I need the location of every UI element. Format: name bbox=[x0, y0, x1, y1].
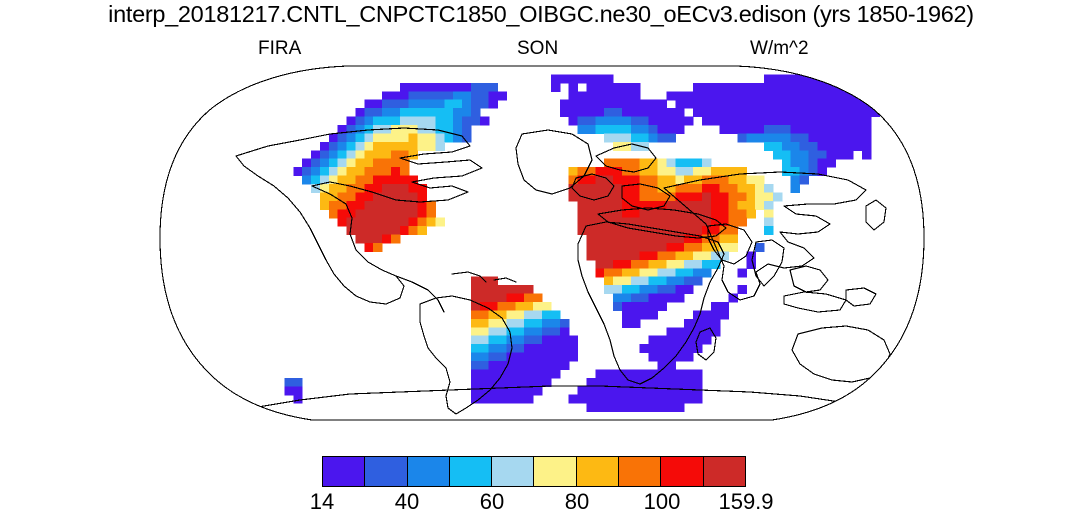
map-panel bbox=[0, 60, 1082, 430]
data-field bbox=[284, 74, 881, 413]
colorbar-tick-label: 14 bbox=[309, 489, 335, 514]
colorbar-segment-2 bbox=[365, 457, 408, 486]
robinson-projection-map bbox=[159, 65, 925, 421]
colorbar-labels: 14 40 60 80 100 159.9 bbox=[0, 489, 1082, 516]
coastlines bbox=[235, 127, 924, 415]
colorbar-tick-label: 159.9 bbox=[718, 489, 774, 514]
plot-annotations: FIRA SON W/m^2 bbox=[0, 38, 1082, 62]
colorbar-segment-9 bbox=[661, 457, 704, 486]
colorbar-tick-label: 60 bbox=[479, 489, 505, 514]
season-label: SON bbox=[517, 38, 559, 59]
colorbar-segment-7 bbox=[576, 457, 620, 486]
colorbar-segment-4 bbox=[449, 457, 493, 486]
colorbar-segment-5 bbox=[492, 457, 535, 486]
page-title: interp_20181217.CNTL_CNPCTC1850_OIBGC.ne… bbox=[108, 1, 974, 27]
colorbar-segment-10 bbox=[703, 457, 745, 486]
colorbar-tick-label: 80 bbox=[564, 489, 590, 514]
units-label: W/m^2 bbox=[750, 38, 809, 59]
colorbar-segment-6 bbox=[534, 457, 577, 486]
colorbar-segment-3 bbox=[407, 457, 450, 486]
colorbar-segment-1 bbox=[323, 457, 366, 486]
colorbar bbox=[322, 456, 746, 487]
colorbar-tick-label: 100 bbox=[643, 489, 681, 514]
colorbar-segment-8 bbox=[619, 457, 662, 486]
variable-label: FIRA bbox=[258, 38, 302, 59]
colorbar-tick-label: 40 bbox=[394, 489, 420, 514]
